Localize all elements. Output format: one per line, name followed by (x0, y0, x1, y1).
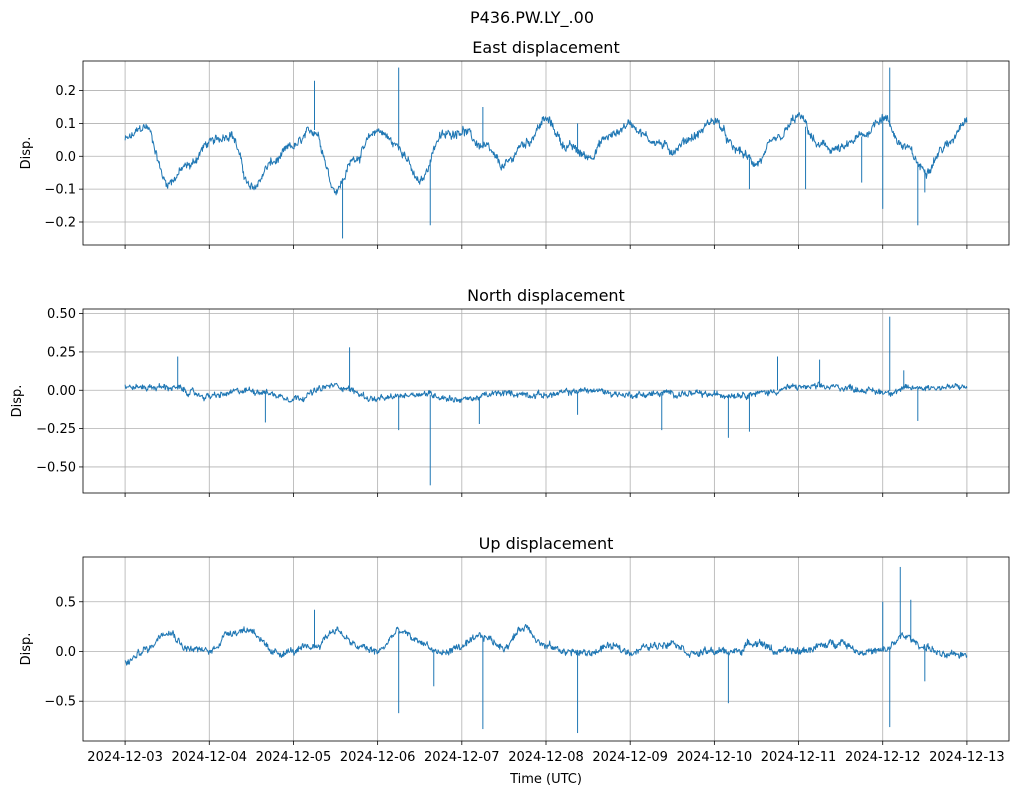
x-tick-label: 2024-12-12 (845, 750, 921, 765)
y-tick-label: 0.25 (47, 345, 76, 360)
axes-frame (82, 556, 1010, 742)
y-tick-label: 0.0 (55, 645, 76, 660)
panel-east: −0.2 −0.1 0.0 0.1 0.2 East displacement Disp. (19, 38, 1010, 249)
x-tick-label: 2024-12-11 (761, 750, 837, 765)
axes-frame (82, 308, 1010, 494)
x-tick-label: 2024-12-06 (340, 750, 416, 765)
y-tick-label: −0.2 (44, 216, 76, 231)
x-tick-label: 2024-12-13 (929, 750, 1005, 765)
y-axis-label: Disp. (19, 633, 34, 666)
y-axis-label: Disp. (19, 137, 34, 170)
panel-title: North displacement (467, 286, 625, 305)
x-tick-label: 2024-12-07 (424, 750, 500, 765)
y-axis-label: Disp. (10, 385, 25, 418)
series-line (124, 112, 968, 196)
x-tick-label: 2024-12-10 (677, 750, 753, 765)
x-tick-label: 2024-12-03 (87, 750, 163, 765)
y-tick-label: −0.1 (44, 183, 76, 198)
y-tick-label: 0.5 (55, 595, 76, 610)
panel-north: −0.50 −0.25 0.00 0.25 0.50 North displacement… (10, 286, 1010, 497)
y-tick-label: −0.50 (36, 460, 76, 475)
y-tick-label: 0.2 (55, 84, 76, 99)
y-tick-label: −0.25 (36, 422, 76, 437)
x-axis-label: Time (UTC) (509, 772, 582, 787)
y-tick-label: 0.00 (47, 384, 76, 399)
series-line (124, 624, 968, 666)
y-tick-label: −0.5 (44, 695, 76, 710)
x-tick-label: 2024-12-08 (508, 750, 584, 765)
panel-title: Up displacement (479, 534, 614, 553)
y-tick-label: 0.50 (47, 307, 76, 322)
panel-up: 2024-12-03 2024-12-04 2024-12-05 2024-12-06… (19, 534, 1010, 765)
x-tick-label: 2024-12-09 (592, 750, 668, 765)
y-tick-label: 0.1 (55, 117, 76, 132)
axes-frame (82, 60, 1010, 246)
panel-title: East displacement (472, 38, 619, 57)
x-tick-label: 2024-12-04 (171, 750, 247, 765)
x-tick-label: 2024-12-05 (256, 750, 332, 765)
figure-title: P436.PW.LY_.00 (470, 8, 594, 28)
y-tick-label: 0.0 (55, 150, 76, 165)
